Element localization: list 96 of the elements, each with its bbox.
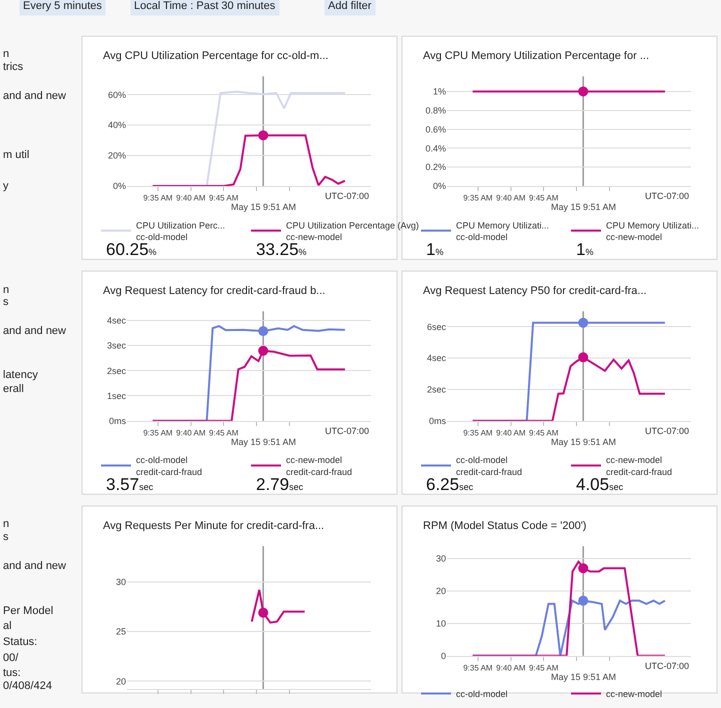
- legend-label: CPU Utilization Perc... cc-old-model: [136, 220, 226, 242]
- y-tick-label: 1%: [432, 86, 446, 97]
- text: May 15 9:51 AM: [551, 202, 616, 212]
- y-tick-label: 20: [436, 586, 446, 596]
- legend-label: cc-new-model credit-card-fraud: [606, 455, 672, 477]
- x-tick-label: 9:45 AM: [209, 428, 239, 438]
- x-tick-label: 9:35 AM: [463, 663, 493, 672]
- y-tick-label: 20%: [108, 150, 126, 161]
- text: 0/408/424: [3, 680, 52, 692]
- y-tick-label: 30: [116, 577, 126, 588]
- text: UTC-07:00: [325, 426, 370, 436]
- text: 2.79sec: [256, 475, 304, 494]
- legend-label: cc-new-model credit-card-fraud: [286, 455, 352, 477]
- y-tick-label: 4sec: [426, 353, 446, 364]
- text: Every 5 minutes: [23, 0, 102, 12]
- text: 3.57sec: [106, 475, 154, 494]
- text: UTC-07:00: [645, 191, 690, 201]
- text: tus:: [3, 667, 21, 679]
- text: May 15 9:51 AM: [231, 437, 296, 447]
- y-tick-label: 3sec: [106, 340, 126, 351]
- legend-label: CPU Memory Utilizati... cc-old-model: [456, 220, 550, 242]
- y-tick-label: 2sec: [106, 366, 126, 376]
- text: 33.25%: [256, 240, 307, 259]
- text: n: [3, 48, 10, 60]
- legend-label: cc-old-model credit-card-fraud: [456, 455, 522, 477]
- x-tick-label: 9:45 AM: [529, 663, 559, 672]
- text: 4.05sec: [576, 475, 624, 494]
- text: al: [3, 620, 12, 632]
- text: 6.25sec: [426, 475, 474, 494]
- y-tick-label: 0.8%: [425, 106, 446, 116]
- x-tick-label: 9:45 AM: [529, 194, 559, 203]
- chart-title: Avg CPU Memory Utilization Percentage for ...: [423, 50, 649, 62]
- text: trics: [3, 61, 24, 73]
- chart-title: Avg Requests Per Minute for credit-card-fra...: [103, 520, 324, 532]
- text: y: [3, 180, 9, 192]
- chart-title: RPM (Model Status Code = '200'): [423, 520, 586, 532]
- legend-label: cc-old-model credit-card-fraud: [136, 455, 202, 477]
- x-tick-label: 9:40 AM: [176, 428, 206, 438]
- text: n: [3, 518, 10, 530]
- text: 60.25%: [106, 240, 157, 259]
- text: latency: [3, 369, 38, 381]
- y-tick-label: 0%: [432, 181, 446, 192]
- text: Add filter: [328, 0, 372, 12]
- chart-title: Avg Request Latency for credit-card-fraud b...: [103, 285, 326, 297]
- y-tick-label: 0ms: [428, 416, 446, 426]
- chart-title: Avg CPU Utilization Percentage for cc-old-m...: [103, 50, 328, 62]
- text: 00/: [3, 652, 20, 664]
- text: May 15 9:51 AM: [551, 672, 616, 682]
- x-tick-label: 9:35 AM: [463, 428, 493, 438]
- text: Per Model: [3, 605, 54, 617]
- text: UTC-07:00: [645, 426, 690, 436]
- text: m util: [3, 149, 30, 161]
- x-tick-label: 9:35 AM: [463, 194, 493, 203]
- text: May 15 9:51 AM: [231, 202, 296, 212]
- y-tick-label: 0.2%: [425, 162, 446, 172]
- text: UTC-07:00: [645, 661, 690, 671]
- x-tick-label: 9:45 AM: [209, 194, 239, 203]
- y-tick-label: 0.6%: [425, 124, 446, 134]
- legend-label: CPU Memory Utilizati... cc-new-model: [606, 220, 700, 242]
- legend-label: cc-new-model: [606, 689, 662, 700]
- x-tick-label: 9:40 AM: [176, 194, 206, 203]
- text: and and new: [3, 560, 66, 572]
- legend-label: CPU Utilization Percentage (Avg) cc-new-model: [286, 220, 419, 242]
- x-tick-label: 9:35 AM: [143, 428, 173, 438]
- y-tick-label: 0ms: [108, 416, 126, 426]
- y-tick-label: 40%: [108, 120, 126, 130]
- text: Local Time : Past 30 minutes: [134, 0, 276, 12]
- text: s: [3, 296, 9, 308]
- y-tick-label: 60%: [108, 90, 126, 100]
- y-tick-label: 4sec: [106, 315, 126, 326]
- y-tick-label: 2sec: [426, 384, 446, 395]
- y-tick-label: 0.4%: [425, 143, 446, 154]
- text: UTC-07:00: [325, 191, 370, 201]
- text: and and new: [3, 325, 66, 337]
- x-tick-label: 9:40 AM: [496, 663, 526, 672]
- text: s: [3, 531, 9, 543]
- y-tick-label: 30: [436, 554, 446, 564]
- y-tick-label: 10: [436, 618, 446, 629]
- y-tick-label: 0%: [112, 181, 126, 192]
- x-tick-label: 9:40 AM: [496, 194, 526, 203]
- legend-label: cc-old-model: [456, 689, 508, 700]
- y-tick-label: 6sec: [426, 322, 446, 332]
- x-tick-label: 9:40 AM: [496, 428, 526, 438]
- text: and and new: [3, 90, 66, 102]
- text: May 15 9:51 AM: [551, 437, 616, 447]
- chart-title: Avg Request Latency P50 for credit-card-fra...: [423, 285, 647, 297]
- text: Status:: [3, 636, 38, 648]
- y-tick-label: 20: [116, 676, 126, 686]
- y-tick-label: 25: [116, 626, 126, 637]
- text: erall: [3, 383, 24, 395]
- text: 1%: [576, 240, 594, 259]
- x-tick-label: 9:35 AM: [143, 194, 173, 203]
- y-tick-label: 0: [440, 650, 446, 661]
- y-tick-label: 1sec: [106, 390, 126, 401]
- x-tick-label: 9:45 AM: [529, 428, 559, 438]
- text: n: [3, 284, 10, 296]
